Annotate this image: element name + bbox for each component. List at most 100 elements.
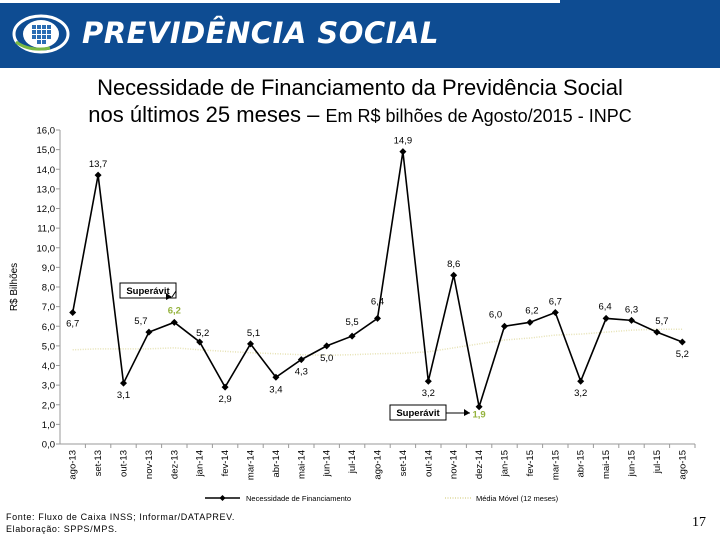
- data-point: [602, 314, 610, 322]
- data-point: [297, 356, 305, 364]
- data-point: [170, 318, 178, 326]
- data-label: 4,3: [295, 367, 308, 378]
- y-tick-label: 9,0: [42, 263, 55, 274]
- y-tick-label: 7,0: [42, 302, 55, 313]
- annotation-box: [119, 282, 177, 299]
- data-label: 3,4: [269, 384, 282, 395]
- data-label: 6,0: [489, 309, 502, 320]
- y-tick-label: 2,0: [42, 400, 55, 411]
- data-point: [272, 373, 280, 381]
- data-point: [348, 332, 356, 340]
- y-tick-label: 0,0: [42, 440, 55, 451]
- y-tick-label: 8,0: [42, 283, 55, 294]
- data-point: [526, 318, 534, 326]
- y-axis-title: R$ Bilhões: [9, 263, 20, 311]
- y-tick-label: 11,0: [37, 224, 55, 235]
- data-label: 3,2: [422, 388, 435, 399]
- y-tick-label: 6,0: [42, 322, 55, 333]
- chart-title: Necessidade de Financiamento da Previdên…: [0, 74, 720, 131]
- data-label: 5,2: [196, 328, 209, 339]
- data-label: 6,7: [549, 297, 562, 308]
- line-chart: 0,0 1,0 2,0 3,0 4,0 5,0 6,0 7,0 8,0 9,0 10,0 11,0 12…: [9, 126, 696, 503]
- x-tick-label: ago-14: [373, 450, 384, 480]
- x-tick-label: mar-15: [550, 450, 561, 480]
- data-point: [577, 377, 585, 385]
- data-label: 6,2: [168, 305, 181, 316]
- x-tick-label: out-14: [423, 450, 434, 477]
- brand-title: PREVIDÊNCIA SOCIAL: [82, 16, 439, 50]
- data-label: 5,5: [345, 317, 358, 328]
- y-tick-label: 1,0: [42, 420, 55, 431]
- x-tick-label: jan-15: [500, 450, 511, 477]
- x-tick-label: jul-15: [652, 450, 663, 474]
- data-label: 3,2: [574, 388, 587, 399]
- title-line-1: Necessidade de Financiamento da Previdên…: [97, 75, 623, 100]
- y-tick-label: 12,0: [37, 204, 56, 215]
- title-line-2-sub: Em R$ bilhões de Agosto/2015 - INPC: [325, 106, 632, 126]
- series-necessidade-line: [71, 151, 683, 407]
- data-label: 3,1: [117, 390, 130, 401]
- x-tick-label: nov-14: [449, 450, 460, 479]
- header-rule: [0, 0, 560, 3]
- data-label: 6,7: [66, 319, 79, 330]
- data-label: 6,4: [371, 296, 384, 307]
- x-tick-label: mai-15: [601, 450, 612, 479]
- y-tick-label: 10,0: [37, 243, 56, 254]
- annotation-arrowhead: [464, 409, 470, 416]
- data-label: 5,7: [655, 316, 668, 327]
- x-tick-label: jun-14: [322, 450, 333, 477]
- x-tick-label: dez-13: [169, 450, 180, 479]
- data-point: [323, 342, 331, 350]
- annotation-arrowhead: [166, 293, 172, 300]
- y-tick-label: 3,0: [42, 381, 55, 392]
- x-tick-label: abr-15: [576, 450, 587, 477]
- y-tick-label: 13,0: [37, 184, 56, 195]
- title-line-2-main: nos últimos 25 meses –: [88, 102, 326, 127]
- data-label: 5,7: [134, 316, 147, 327]
- x-tick-label: nov-13: [144, 450, 155, 479]
- y-tick-label: 14,0: [37, 165, 56, 176]
- data-label: 2,9: [218, 394, 231, 405]
- x-tick-label: ago-13: [68, 450, 79, 480]
- y-tick-label: 5,0: [42, 341, 55, 352]
- x-tick-label: dez-14: [474, 450, 485, 479]
- x-tick-label: jan-14: [195, 450, 206, 477]
- legend-label-necessidade: Necessidade de Financiamento: [246, 494, 351, 503]
- x-tick-label: mar-14: [246, 450, 257, 480]
- title-line-2: nos últimos 25 meses – Em R$ bilhões de …: [0, 101, 720, 131]
- data-point: [475, 403, 483, 411]
- y-tick-label: 4,0: [42, 361, 55, 372]
- legend-label-moving-average: Média Móvel (12 meses): [476, 494, 559, 503]
- annotation-label: Superávit: [126, 286, 170, 297]
- data-label: 6,4: [598, 301, 611, 312]
- x-tick-label: mai-14: [296, 450, 307, 479]
- x-tick-label: abr-14: [271, 450, 282, 477]
- data-point: [247, 340, 254, 348]
- y-tick-label: 15,0: [37, 145, 56, 156]
- data-point: [653, 328, 661, 336]
- data-point: [120, 379, 127, 387]
- annotation-arrow: [171, 290, 177, 298]
- data-label: 5,0: [320, 353, 333, 364]
- x-tick-label: set-14: [398, 450, 409, 476]
- data-label: 1,9: [472, 410, 485, 421]
- x-tick-label: ago-15: [677, 450, 688, 480]
- data-point: [69, 309, 77, 317]
- data-label: 14,9: [394, 136, 413, 147]
- data-point: [501, 322, 508, 330]
- data-point: [145, 328, 153, 336]
- y-tick-label: 16,0: [37, 126, 56, 137]
- x-tick-label: set-13: [93, 450, 104, 476]
- series-moving-average: [72, 328, 683, 357]
- data-label: 8,6: [447, 259, 460, 270]
- data-label: 13,7: [89, 159, 108, 170]
- data-label: 5,2: [676, 349, 689, 360]
- x-tick-label: fev-15: [525, 450, 536, 476]
- data-point: [424, 377, 432, 385]
- data-label: 6,3: [625, 304, 638, 315]
- data-point: [551, 309, 559, 317]
- data-label: 5,1: [247, 328, 260, 339]
- footer-source: Fonte: Fluxo de Caixa INSS; Informar/DAT…: [6, 512, 236, 522]
- data-point: [628, 316, 635, 324]
- legend-marker-necessidade: [219, 495, 226, 501]
